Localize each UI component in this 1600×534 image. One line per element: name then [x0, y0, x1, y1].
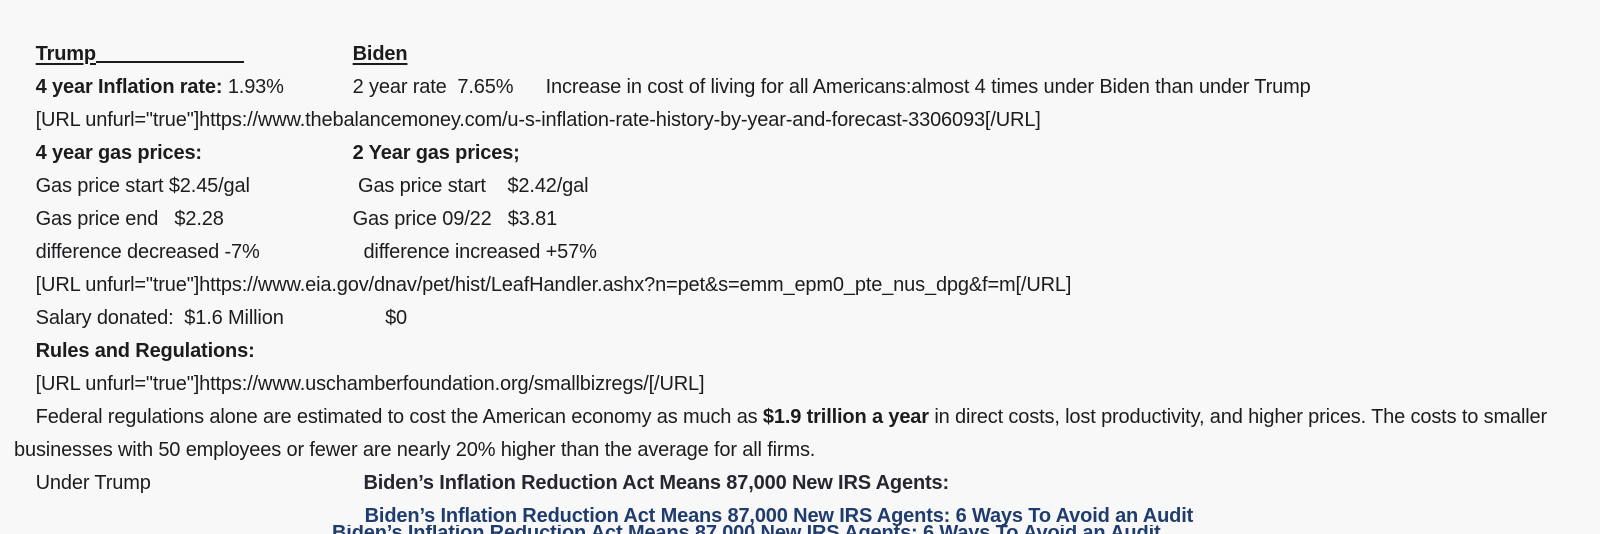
irs-agents-heading: Biden’s Inflation Reduction Act Means 87…	[352, 472, 950, 494]
trump-column: Trump	[36, 38, 353, 71]
trump-gas-end: Gas price end $2.28	[35, 208, 224, 230]
inflation-url-text: [URL unfurl="true"]https://www.thebalanc…	[35, 109, 1041, 131]
biden-gas-header: 2 Year gas prices;	[352, 142, 520, 164]
biden-column-header: Biden	[352, 43, 408, 65]
rules-heading-row: Rules and Regulations:	[0, 302, 1600, 362]
rules-heading: Rules and Regulations:	[35, 340, 255, 362]
trump-column-header: Trump	[35, 43, 97, 65]
trump-gas-diff: difference decreased -7%	[35, 241, 260, 263]
gas-url-row: [URL unfurl="true"]https://www.eia.gov/d…	[0, 236, 1600, 296]
regulations-cost-bold: $1.9 trillion a year	[762, 406, 929, 428]
gas-end-row: Gas price end $2.28 Gas price 09/22 $3.81	[0, 170, 1600, 230]
trump-inflation-value: 1.93%	[222, 76, 284, 98]
trump-inflation-label: 4 year Inflation rate:	[35, 76, 223, 98]
cut-off-text-line: Biden’s Inflation Reduction Act Means 87…	[332, 525, 1262, 534]
under-trump-label: Under Trump	[35, 472, 151, 494]
column-headers-row: Trump Biden	[0, 5, 1600, 65]
inflation-row: 4 year Inflation rate: 1.93% 2 year rate …	[0, 38, 1600, 98]
inflation-note: Increase in cost of living for all Ameri…	[545, 76, 1311, 98]
gas-url-text: [URL unfurl="true"]https://www.eia.gov/d…	[35, 274, 1072, 296]
regulations-paragraph: Federal regulations alone are estimated …	[0, 368, 1572, 461]
rules-url-text: [URL unfurl="true"]https://www.uschamber…	[35, 373, 705, 395]
irs-audit-link[interactable]: Biden’s Inflation Reduction Act Means 87…	[364, 505, 1194, 527]
regulations-text-after: in direct costs, lost productivity, and …	[14, 406, 1553, 461]
gas-start-row: Gas price start $2.45/gal Gas price star…	[0, 137, 1600, 197]
gas-diff-row: difference decreased -7% difference incr…	[0, 203, 1600, 263]
biden-gas-diff: difference increased +57%	[352, 241, 597, 263]
biden-salary: $0	[352, 307, 408, 329]
header-underline-extension	[96, 61, 245, 63]
irs-row: Under Trump Biden’s Inflation Reduction …	[0, 434, 1600, 494]
trump-inflation: 4 year Inflation rate: 1.93%	[36, 71, 353, 104]
biden-gas-start: Gas price start $2.42/gal	[352, 175, 589, 197]
trump-gas-header: 4 year gas prices:	[35, 142, 202, 164]
trump-salary: Salary donated: $1.6 Million	[35, 307, 284, 329]
gas-headers-row: 4 year gas prices: 2 Year gas prices;	[0, 104, 1600, 164]
inflation-url-row: [URL unfurl="true"]https://www.thebalanc…	[0, 71, 1600, 131]
salary-row: Salary donated: $1.6 Million $0	[0, 269, 1600, 329]
trump-gas-start: Gas price start $2.45/gal	[35, 175, 250, 197]
regulations-text-before: Federal regulations alone are estimated …	[35, 406, 763, 428]
cut-off-text-glyph-tops: Biden’s Inflation Reduction Act Means 87…	[332, 525, 1262, 534]
irs-link-row: Biden’s Inflation Reduction Act Means 87…	[0, 467, 1600, 527]
biden-gas-end: Gas price 09/22 $3.81	[352, 208, 558, 230]
biden-inflation-value: 2 year rate 7.65%	[352, 76, 514, 98]
rules-url-row: [URL unfurl="true"]https://www.uschamber…	[0, 335, 1600, 395]
